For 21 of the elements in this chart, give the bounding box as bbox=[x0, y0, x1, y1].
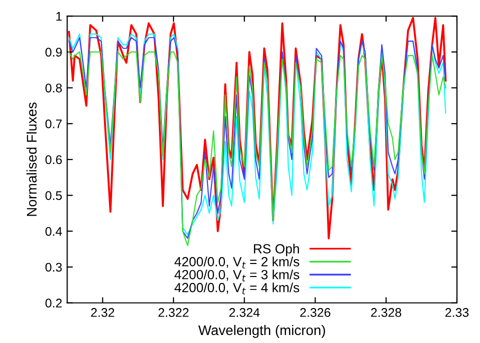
legend-label: 4200/0.0, V$_{t}$ = 4 km/s bbox=[174, 282, 300, 294]
legend-label: RS Oph bbox=[254, 244, 299, 256]
x-tick-label: 2.32 bbox=[91, 308, 114, 317]
y-tick-label: 0.2 bbox=[45, 298, 62, 308]
y-tick-label: 1 bbox=[56, 12, 62, 21]
x-axis-title: Wavelength (micron) bbox=[198, 324, 326, 338]
x-tick-label: 2.33 bbox=[445, 308, 469, 317]
x-tick-label: 2.328 bbox=[371, 308, 402, 317]
legend-label: 4200/0.0, V$_{t}$ = 3 km/s bbox=[174, 270, 300, 282]
x-tick-label: 2.324 bbox=[229, 308, 260, 317]
y-tick-label: 0.8 bbox=[45, 84, 62, 92]
y-tick-label: 0.9 bbox=[45, 48, 62, 57]
y-tick-label: 0.7 bbox=[45, 119, 62, 128]
legend-label: 4200/0.0, V$_{t}$ = 2 km/s bbox=[174, 256, 300, 268]
y-tick-label: 0.4 bbox=[45, 226, 62, 236]
x-tick-label: 2.322 bbox=[158, 308, 189, 317]
y-tick-label: 0.5 bbox=[45, 191, 62, 200]
x-tick-label: 2.326 bbox=[300, 308, 330, 317]
y-tick-label: 0.6 bbox=[45, 155, 62, 164]
y-axis-title: Normalised Fluxes bbox=[26, 102, 37, 216]
y-tick-label: 0.3 bbox=[45, 262, 62, 272]
